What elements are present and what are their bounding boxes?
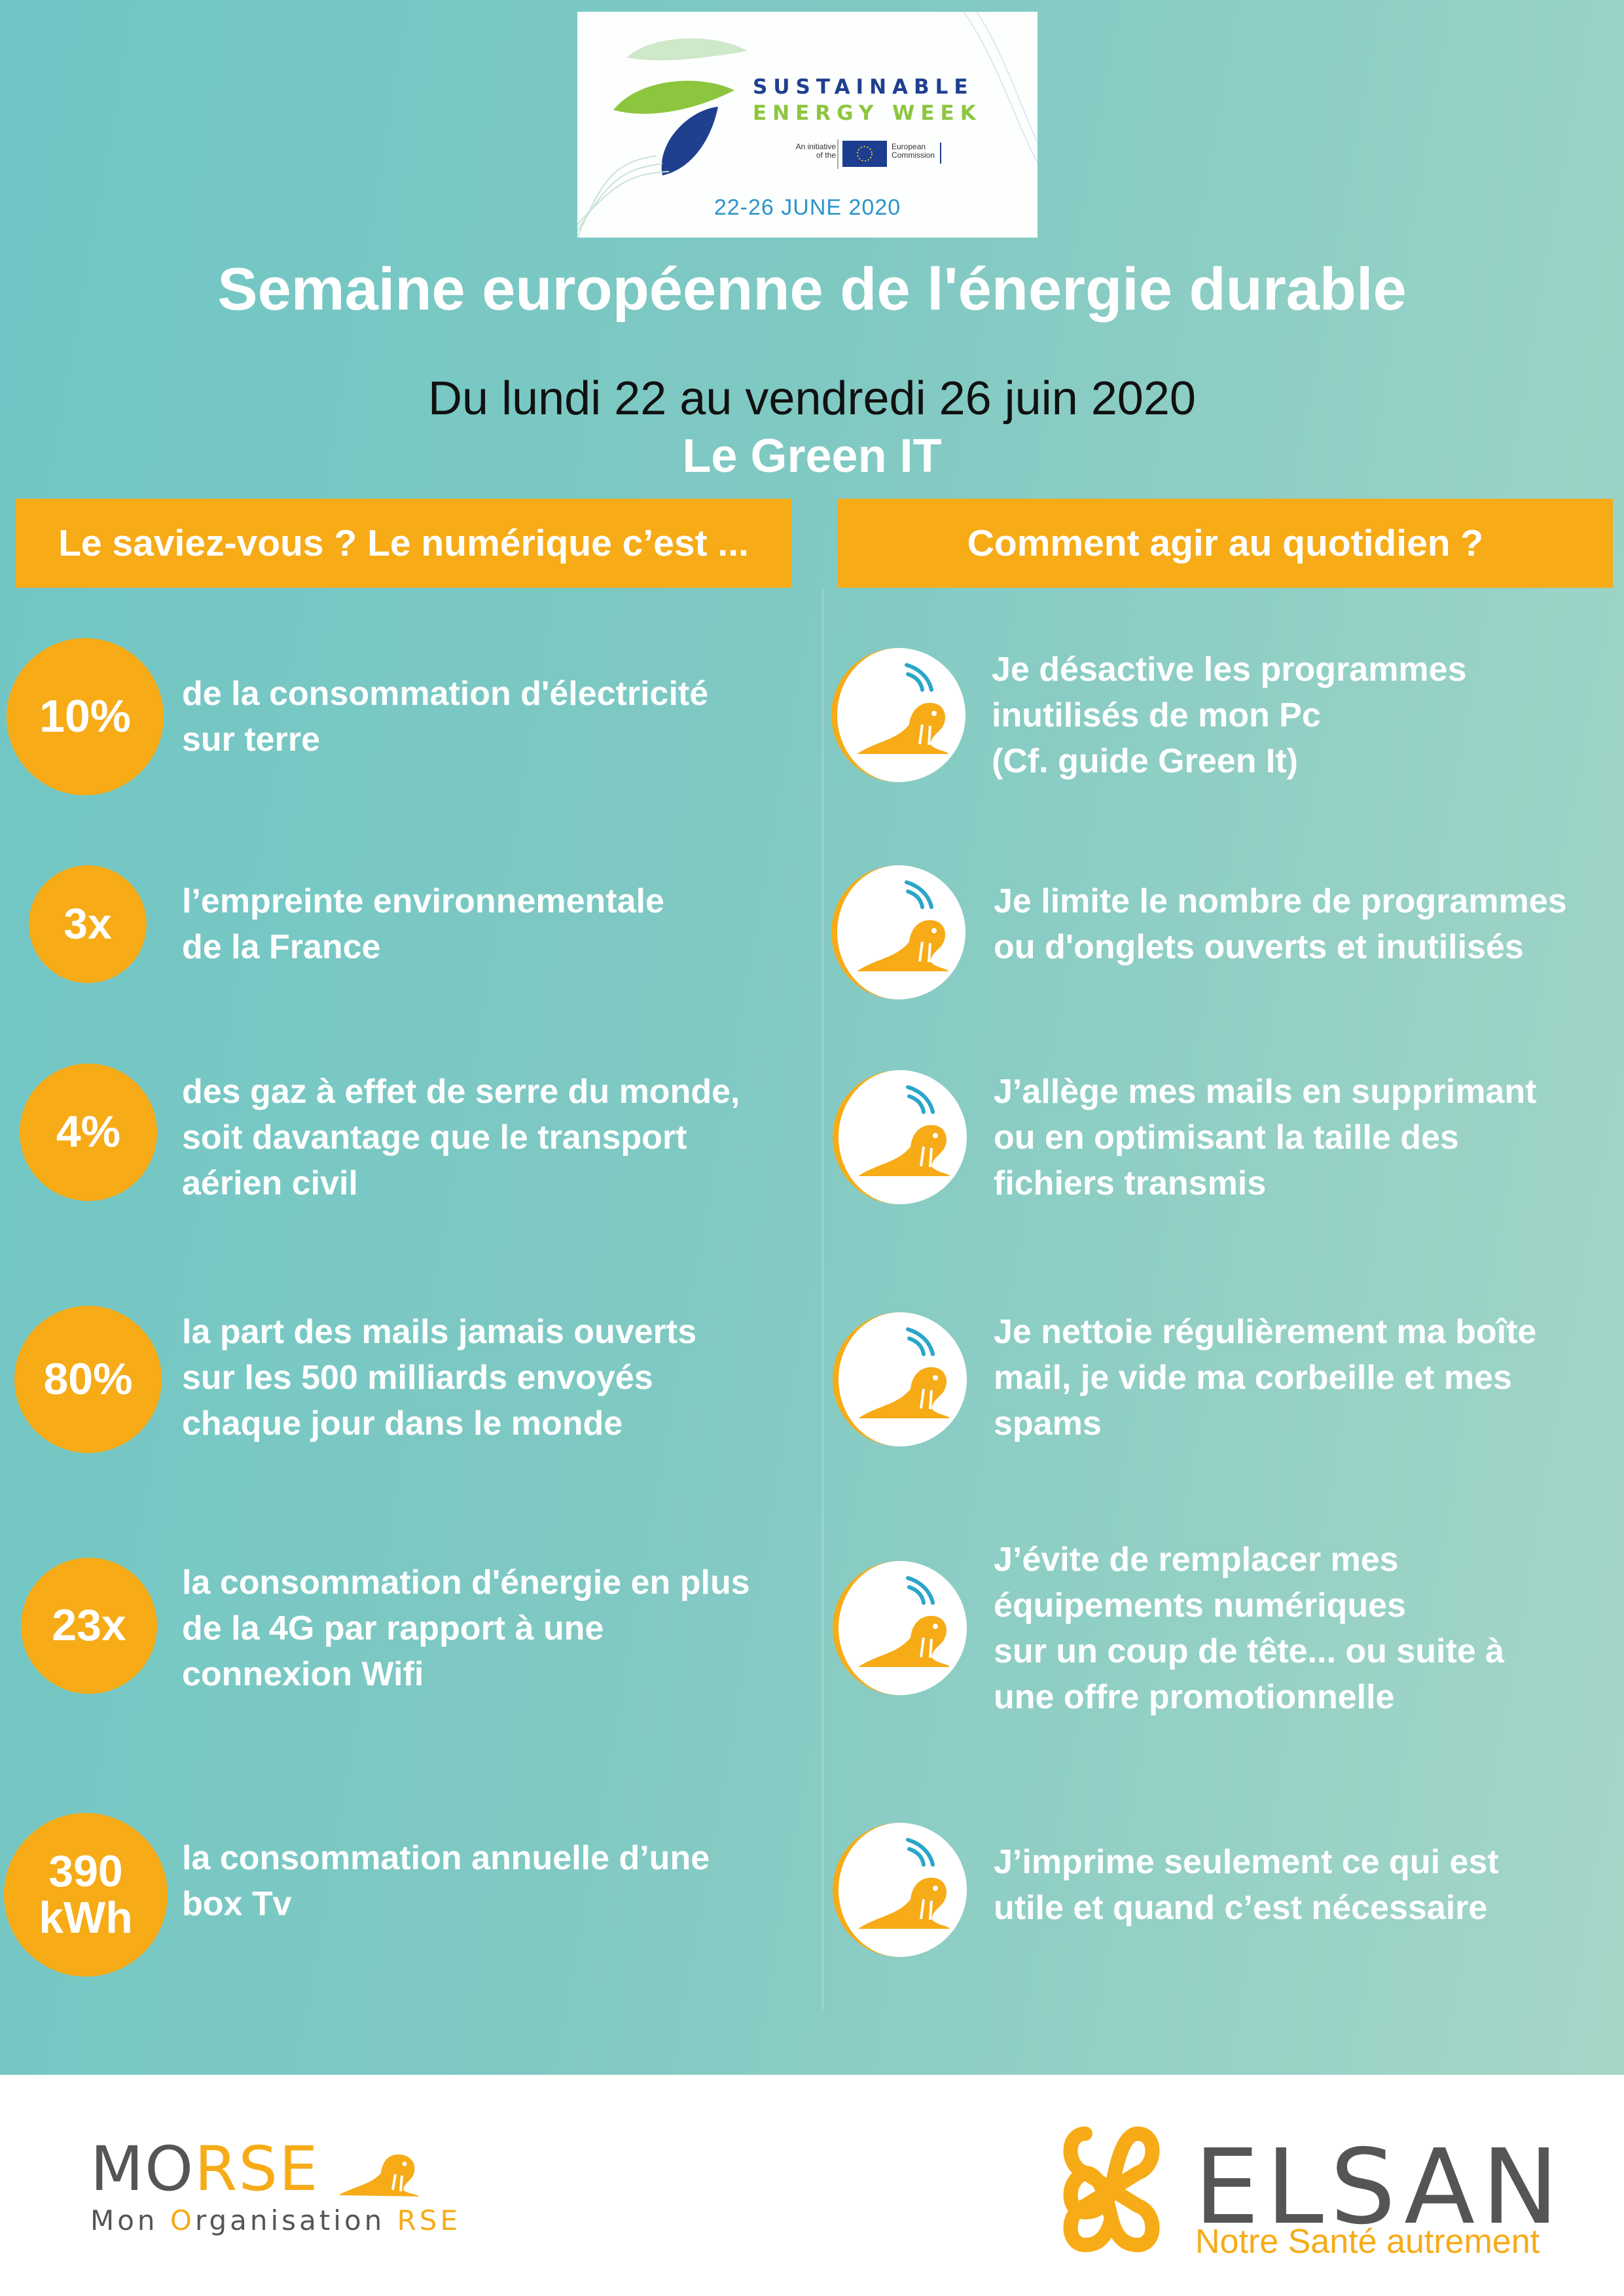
action-text: J’imprime seulement ce qui est utile et … (994, 1843, 1499, 1927)
morse-part2: RSE (194, 2134, 319, 2205)
action-text: Je limite le nombre de programmes ou d'o… (994, 882, 1567, 966)
action-text: Je désactive les programmes inutilisés d… (992, 651, 1467, 780)
sew-title-line2: ENERGY WEEK (753, 101, 982, 125)
sew-initiative-text: An initiative of the (795, 142, 836, 160)
sew-date: 22-26 JUNE 2020 (713, 195, 901, 220)
stat-circle: 4% (20, 1064, 157, 1201)
action-text: J’allège mes mails en supprimant ou en o… (994, 1073, 1537, 1202)
action-text: J’évite de remplacer mes équipements num… (994, 1541, 1505, 1716)
stat-circle: 390 kWh (4, 1813, 168, 1977)
poster-background: SUSTAINABLE ENERGY WEEK An initiative of… (0, 0, 1624, 2075)
footer (0, 2075, 1624, 2296)
morse-part1: MO (90, 2134, 195, 2205)
elsan-knot-icon (1063, 2126, 1160, 2252)
stat-circle: 10% (7, 638, 164, 795)
walrus-icon (831, 648, 965, 782)
walrus-icon (831, 865, 965, 999)
stat-text: la consommation annuelle d’une box Tv (182, 1839, 710, 1923)
walrus-icon (833, 1561, 967, 1695)
stat-text: l’empreinte environnementale de la Franc… (182, 882, 664, 966)
left-column-header: Le saviez-vous ? Le numérique c’est ... (16, 499, 791, 588)
stat-circle: 23x (21, 1558, 157, 1694)
walrus-icon (833, 1823, 967, 1957)
morse-subtitle: Mon Organisation RSE (90, 2204, 461, 2236)
page-title: Semaine européenne de l'énergie durable (217, 256, 1407, 323)
sew-title: SUSTAINABLE ENERGY WEEK (753, 74, 982, 126)
sew-logo-graphic (577, 12, 1038, 238)
action-text: Je nettoie régulièrement ma boîte mail, … (994, 1313, 1537, 1443)
elsan-tagline: Notre Santé autrement (1195, 2223, 1540, 2261)
morse-sub-c: rganisation (194, 2204, 397, 2236)
stat-text: la part des mails jamais ouverts sur les… (182, 1313, 697, 1443)
stat-circle: 80% (14, 1306, 162, 1453)
sew-logo: SUSTAINABLE ENERGY WEEK An initiative of… (577, 12, 1038, 238)
stat-text: des gaz à effet de serre du monde, soit … (182, 1073, 740, 1202)
sew-title-line1: SUSTAINABLE (753, 75, 974, 99)
walrus-icon (833, 1070, 967, 1204)
right-column-header: Comment agir au quotidien ? (838, 499, 1613, 588)
morse-sub-a: Mon (90, 2204, 170, 2236)
stat-text: la consommation d'énergie en plus de la … (182, 1564, 750, 1693)
sew-commission-text: European Commission (892, 142, 935, 160)
morse-wordmark: MORSE (90, 2139, 461, 2200)
stat-circle: 3x (29, 865, 147, 983)
morse-logo: MORSE Mon Organisation RSE (90, 2139, 461, 2237)
event-dates: Du lundi 22 au vendredi 26 juin 2020 (428, 372, 1196, 425)
elsan-wordmark: ELSAN (1194, 2127, 1566, 2248)
walrus-icon (833, 1312, 967, 1446)
morse-walrus-icon (338, 2154, 419, 2197)
page-subtitle: Le Green IT (682, 430, 942, 482)
column-divider (822, 589, 823, 2009)
stat-text: de la consommation d'électricité sur ter… (182, 675, 709, 759)
morse-sub-d: RSE (397, 2204, 461, 2236)
morse-sub-b: O (170, 2204, 195, 2236)
